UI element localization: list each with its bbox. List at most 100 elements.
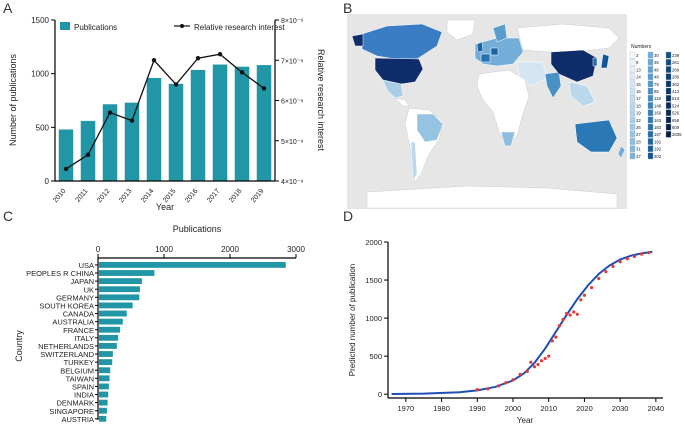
map-australia [574,119,618,153]
y2-tick-0: 4×10⁻⁶ [281,179,303,186]
legend-swatch-261 [665,59,672,66]
map-middle-east [516,61,548,87]
y-tick-0: 0 [45,177,50,186]
legend-label-192: 192 [654,147,662,152]
legend-label-413: 413 [672,89,680,94]
map-india [544,71,562,99]
legend-swatch-19 [629,109,636,116]
observed-point-2010 [547,354,551,358]
chart-c-title: Publications [173,224,222,234]
legend-swatch-160 [647,109,654,116]
y-tick-1500: 1500 [365,276,382,285]
country-label-india: INDIA [74,391,94,400]
bar-2018 [234,66,250,181]
legend-label-18: 18 [636,103,641,108]
legend-swatch-27 [629,131,636,138]
legend-swatch-239 [665,51,672,59]
legend-label-17: 17 [636,96,641,101]
interest-point-2017 [217,52,223,57]
y2-tick-3: 7×10⁻⁶ [281,58,303,65]
panel-label-d: D [343,208,354,224]
legend-label-26: 26 [636,125,641,130]
map-legend-title: Numbers [631,44,652,50]
map-korea [592,57,598,67]
legend-label-118: 118 [654,96,661,101]
y-tick-500: 500 [36,123,50,132]
bar-singapore [99,407,107,414]
legend-label-183: 183 [654,125,662,130]
legend-swatch-266 [665,66,672,73]
interest-point-2011 [85,152,91,158]
bar-japan [99,278,142,285]
map-chile [410,141,418,181]
legend-swatch-14 [629,73,636,80]
legend-swatch-79 [647,80,654,88]
x-tick-2030: 2030 [612,404,629,413]
legend-swatch-46 [647,59,654,66]
legend-swatch-413 [665,87,672,95]
x-tick-3000: 3000 [287,245,305,254]
map-germany [490,47,499,56]
map-greenland [446,19,476,41]
observed-point-2011 [550,339,554,343]
interest-point-2013 [129,118,135,123]
map-alaska [351,33,364,47]
y-axis-label: Predicted number of publication [348,264,357,377]
legend-label-163: 163 [654,118,662,123]
observed-point-2032 [625,257,629,261]
map-france [480,53,491,63]
bar-spain [99,383,109,390]
country-label-italy: ITALY [74,334,94,343]
observed-point-2014 [561,318,565,322]
observed-point-2018 [575,312,579,316]
legend-swatch-192 [647,145,654,152]
bar-france [99,326,121,333]
observed-point-2008 [539,359,544,363]
legend-label-187: 187 [654,132,662,137]
observed-point-2022 [589,286,594,290]
legend-swatch-28 [629,138,636,145]
legend-label-31: 31 [636,147,641,152]
legend-label-9: 9 [636,60,639,65]
legend-swatch-16 [629,87,636,95]
map-central-america [394,97,410,107]
interest-point-2019 [261,86,267,91]
observed-point-1996 [497,384,501,388]
chart-publications-by-year: 0 500 1000 1500 4×10⁻⁶ 5×10⁻⁶ 6×10⁻⁶ 7×10⁻⁶ 8×1… [8,16,326,210]
bar-2013 [124,102,140,181]
legend-label-524: 524 [672,103,680,108]
x-tick-2016: 2016 [184,188,199,205]
legend-label-3: 3 [636,53,639,58]
legend-label-658: 658 [672,118,680,123]
legend-line-marker [180,24,184,28]
legend-label-14: 14 [636,75,641,80]
legend-label-148: 148 [654,103,662,108]
bar-uk [99,286,140,293]
x-tick-2010: 2010 [52,188,67,205]
legend-publications: Publications [74,23,117,32]
country-label-singapore: SINGAPORE [49,407,94,416]
observed-point-2030 [618,260,622,264]
legend-label-286: 286 [672,75,680,80]
bar-belgium [99,367,111,374]
legend-swatch-286 [665,73,672,80]
legend-swatch-191 [647,138,654,145]
legend-swatch-163 [647,116,654,124]
x-tick-1990: 1990 [469,404,486,413]
map-new-zealand [617,145,626,159]
x-tick-2011: 2011 [74,188,89,204]
legend-label-79: 79 [654,82,659,87]
x-tick-2018: 2018 [228,188,243,205]
y-tick-1500: 1500 [31,16,49,25]
observed-point-2002 [518,372,522,377]
legend-label-160: 160 [654,111,662,116]
bar-2017 [212,64,228,181]
country-label-netherlands: NETHERLANDS [38,342,94,351]
y-axis-label: Number of publications [8,53,18,146]
chart-predicted-publications: 0 500 1000 1500 2000 1970 1980 1990 2000 2010 202… [348,238,664,424]
x-tick-2017: 2017 [206,188,221,205]
interest-point-2012 [107,110,113,115]
observed-point-2015 [564,311,569,316]
country-label-canada: CANADA [63,310,94,319]
observed-point-1993 [486,387,490,391]
